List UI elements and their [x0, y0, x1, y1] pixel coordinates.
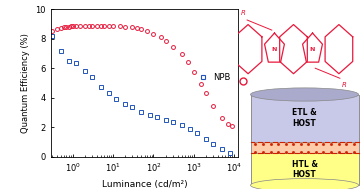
Text: R: R [342, 82, 346, 88]
Ellipse shape [251, 179, 358, 189]
Text: HTL &
HOST: HTL & HOST [292, 160, 318, 179]
Legend: NPB: NPB [192, 70, 234, 85]
Bar [251, 153, 358, 185]
Bar [251, 94, 358, 142]
Y-axis label: Quantum Efficiency (%): Quantum Efficiency (%) [21, 33, 30, 133]
Text: N: N [272, 47, 277, 52]
Bar [251, 142, 358, 153]
Ellipse shape [251, 88, 358, 101]
Text: ETL &
HOST: ETL & HOST [292, 108, 317, 128]
Text: N: N [310, 47, 315, 52]
X-axis label: Luminance (cd/m²): Luminance (cd/m²) [101, 180, 187, 189]
Text: R: R [241, 10, 245, 16]
